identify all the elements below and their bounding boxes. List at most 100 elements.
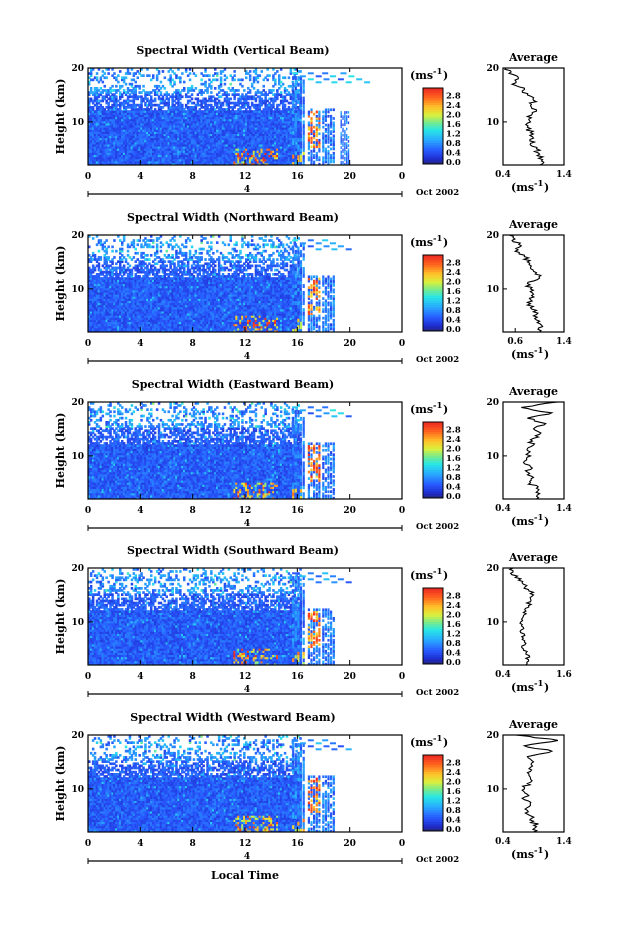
colorbar-segment bbox=[423, 154, 443, 158]
profile-line bbox=[515, 734, 559, 833]
date-axis-label: 4 bbox=[244, 852, 250, 862]
x-tick-label: 16 bbox=[291, 339, 304, 349]
colorbar-unit-exp: -1 bbox=[433, 67, 443, 77]
colorbar-tick-label: 0.4 bbox=[446, 316, 461, 326]
colorbar-segment bbox=[423, 128, 443, 132]
profile-y-tick-label: 20 bbox=[486, 564, 499, 574]
profile-frame bbox=[502, 67, 565, 166]
colorbar-segment bbox=[423, 116, 443, 120]
colorbar-segment bbox=[423, 140, 443, 144]
x-tick-label: 0 bbox=[85, 339, 91, 349]
x-tick-label: 12 bbox=[239, 339, 252, 349]
colorbar-segment bbox=[423, 654, 443, 658]
colorbar-frame bbox=[422, 587, 444, 665]
x-tick-label: 12 bbox=[239, 672, 252, 682]
colorbar-segment bbox=[423, 438, 443, 442]
colorbar-unit: (ms bbox=[410, 236, 433, 249]
profile-x-tick-label: 1.6 bbox=[556, 670, 572, 680]
x-tick-label: 8 bbox=[190, 339, 196, 349]
x-tick-label: 20 bbox=[343, 172, 356, 182]
colorbar-segment bbox=[423, 156, 443, 160]
colorbar-segment bbox=[423, 476, 443, 480]
colorbar-segment bbox=[423, 121, 443, 125]
colorbar-segment bbox=[423, 295, 443, 299]
x-tick-label: 16 bbox=[291, 506, 304, 516]
colorbar-segment bbox=[423, 90, 443, 94]
colorbar-tick-label: 0.8 bbox=[446, 806, 461, 816]
date-label: Oct 2002 bbox=[416, 688, 459, 698]
colorbar-segment bbox=[423, 490, 443, 494]
x-tick-label: 0 bbox=[399, 172, 405, 182]
profile-title: Average bbox=[508, 51, 558, 64]
colorbar-segment bbox=[423, 137, 443, 141]
colorbar-segment bbox=[423, 471, 443, 475]
colorbar-segment bbox=[423, 597, 443, 601]
colorbar-segment bbox=[423, 467, 443, 470]
profile-x-unit: (ms bbox=[511, 681, 534, 694]
colorbar-segment bbox=[423, 321, 443, 325]
colorbar-tick-label: 1.6 bbox=[446, 287, 461, 297]
colorbar-segment bbox=[423, 278, 443, 282]
heatmap bbox=[88, 235, 352, 332]
colorbar-segment bbox=[423, 285, 443, 289]
x-tick-label: 16 bbox=[291, 672, 304, 682]
y-tick-label: 10 bbox=[71, 118, 84, 128]
profile-frame bbox=[502, 567, 565, 666]
colorbar-segment bbox=[423, 623, 443, 627]
colorbar-unit: (ms bbox=[410, 403, 433, 416]
colorbar-segment bbox=[423, 288, 443, 292]
colorbar-segment bbox=[423, 88, 443, 91]
colorbar-segment bbox=[423, 604, 443, 608]
colorbar-segment bbox=[423, 804, 443, 808]
x-tick-label: 4 bbox=[137, 339, 143, 349]
profile-x-unit-close: ) bbox=[544, 681, 549, 694]
colorbar-tick-label: 2.0 bbox=[446, 278, 461, 288]
x-tick-label: 0 bbox=[399, 672, 405, 682]
colorbar-segment bbox=[423, 95, 443, 98]
colorbar-segment bbox=[423, 323, 443, 327]
colorbar-tick-label: 2.8 bbox=[446, 426, 461, 436]
colorbar-tick-label: 2.8 bbox=[446, 92, 461, 102]
x-tick-label: 4 bbox=[137, 839, 143, 849]
x-tick-label: 8 bbox=[190, 172, 196, 182]
colorbar-tick-label: 0.4 bbox=[446, 149, 461, 159]
colorbar-segment bbox=[423, 450, 443, 454]
colorbar-segment bbox=[423, 637, 443, 641]
profile-y-tick-label: 10 bbox=[486, 618, 499, 628]
x-tick-label: 4 bbox=[137, 172, 143, 182]
y-tick-label: 20 bbox=[71, 564, 84, 574]
profile-line bbox=[508, 567, 535, 666]
x-tick-label: 20 bbox=[343, 839, 356, 849]
colorbar-segment bbox=[423, 452, 443, 456]
colorbar-tick-label: 0.0 bbox=[446, 325, 461, 335]
colorbar-segment bbox=[423, 326, 443, 330]
colorbar-segment bbox=[423, 429, 443, 432]
y-tick-label: 20 bbox=[71, 731, 84, 741]
colorbar-segment bbox=[423, 109, 443, 113]
profile-frame bbox=[502, 734, 565, 833]
x-tick-label: 4 bbox=[137, 506, 143, 516]
colorbar-segment bbox=[423, 781, 443, 784]
profile-x-unit: (ms bbox=[511, 348, 534, 361]
colorbar-segment bbox=[423, 762, 443, 765]
profile-y-tick-label: 20 bbox=[486, 398, 499, 408]
colorbar-unit-close: ) bbox=[443, 569, 448, 582]
profile-title: Average bbox=[508, 551, 558, 564]
colorbar-segment bbox=[423, 464, 443, 468]
colorbar-segment bbox=[423, 460, 443, 463]
colorbar-tick-label: 0.8 bbox=[446, 306, 461, 316]
colorbar-segment bbox=[423, 457, 443, 461]
x-tick-label: 8 bbox=[190, 839, 196, 849]
heatmap bbox=[88, 68, 371, 165]
colorbar-segment bbox=[423, 307, 443, 311]
colorbar-segment bbox=[423, 802, 443, 806]
colorbar-tick-label: 0.8 bbox=[446, 473, 461, 483]
colorbar-tick-label: 2.0 bbox=[446, 445, 461, 455]
panel-1: Spectral Width (Vertical Beam) Height (km… bbox=[54, 44, 572, 198]
profile-x-tick-label: 1.4 bbox=[556, 504, 572, 514]
colorbar-segment bbox=[423, 647, 443, 651]
date-label: Oct 2002 bbox=[416, 188, 459, 198]
colorbar-segment bbox=[423, 626, 443, 629]
profile-x-unit-exp: -1 bbox=[534, 179, 544, 189]
colorbar-segment bbox=[423, 642, 443, 646]
